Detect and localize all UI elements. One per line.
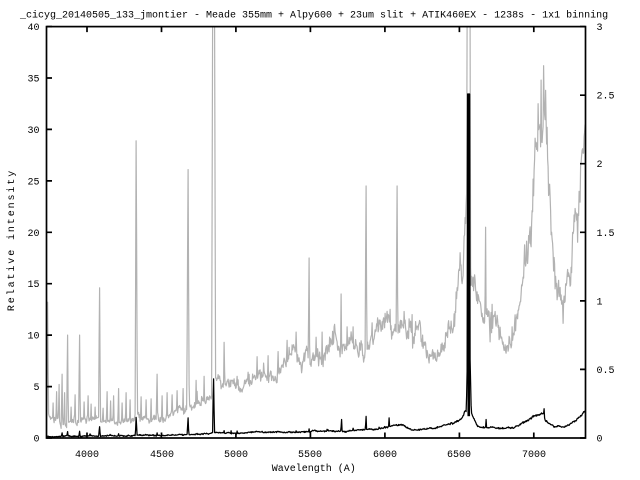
- svg-text:35: 35: [27, 75, 39, 86]
- svg-text:0: 0: [33, 435, 39, 446]
- svg-text:0.5: 0.5: [597, 366, 615, 377]
- svg-text:2: 2: [597, 160, 603, 171]
- svg-text:4000: 4000: [75, 450, 99, 461]
- svg-text:4500: 4500: [150, 450, 174, 461]
- svg-text:5000: 5000: [224, 450, 248, 461]
- svg-text:6500: 6500: [447, 450, 471, 461]
- svg-text:3: 3: [597, 23, 603, 34]
- svg-text:Relative intensity: Relative intensity: [6, 169, 18, 311]
- svg-text:30: 30: [27, 126, 39, 137]
- svg-text:40: 40: [27, 23, 39, 34]
- svg-text:10: 10: [27, 332, 39, 343]
- svg-text:20: 20: [27, 229, 39, 240]
- svg-text:1: 1: [597, 297, 603, 308]
- svg-text:1.5: 1.5: [597, 229, 615, 240]
- svg-text:25: 25: [27, 177, 39, 188]
- svg-text:2.5: 2.5: [597, 92, 615, 103]
- svg-text:0: 0: [597, 435, 603, 446]
- svg-text:5: 5: [33, 383, 39, 394]
- svg-text:5500: 5500: [298, 450, 322, 461]
- svg-text:Wavelength (A): Wavelength (A): [272, 463, 356, 475]
- svg-text:_cicyg_20140505_133_jmontier -: _cicyg_20140505_133_jmontier - Meade 355…: [19, 10, 608, 22]
- svg-text:7000: 7000: [522, 450, 546, 461]
- svg-text:6000: 6000: [373, 450, 397, 461]
- svg-text:15: 15: [27, 280, 39, 291]
